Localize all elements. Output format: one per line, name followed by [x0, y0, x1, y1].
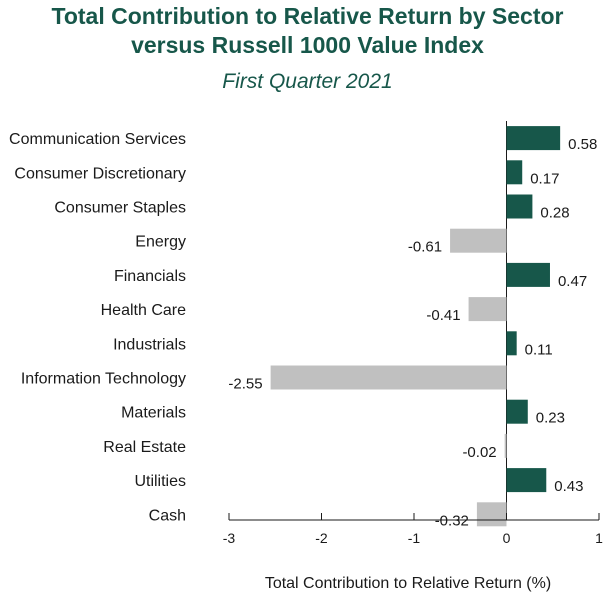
x-tick-label-3: -1 — [408, 530, 421, 546]
value-label-7: 0.11 — [525, 341, 553, 358]
bar-4 — [450, 228, 507, 253]
category-label-2: Consumer Discretionary — [14, 165, 186, 182]
bar-1 — [506, 126, 561, 151]
x-tick-label-4: 0 — [503, 530, 511, 546]
value-label-9: 0.23 — [536, 410, 565, 427]
category-label-8: Information Technology — [21, 371, 186, 388]
value-label-1: 0.58 — [568, 136, 597, 153]
category-label-7: Industrials — [113, 336, 186, 353]
x-axis-label: Total Contribution to Relative Return (%… — [265, 575, 551, 592]
bar-3 — [506, 194, 533, 219]
x-tick-label-2: -2 — [315, 530, 328, 546]
bar-7 — [506, 331, 517, 356]
category-label-10: Real Estate — [103, 439, 186, 456]
value-label-6: -0.41 — [426, 307, 460, 324]
bar-2 — [506, 160, 523, 185]
category-label-6: Health Care — [101, 302, 186, 319]
category-label-3: Consumer Staples — [54, 200, 186, 217]
bar-8 — [270, 365, 507, 390]
bar-10 — [504, 433, 507, 458]
value-label-5: 0.47 — [558, 273, 587, 290]
bar-12 — [476, 502, 507, 527]
bar-9 — [506, 399, 528, 424]
chart-title-line-2: versus Russell 1000 Value Index — [131, 32, 484, 58]
bar-5 — [506, 262, 550, 287]
value-label-4: -0.61 — [408, 239, 442, 256]
x-tick-label-5: 1 — [595, 530, 603, 546]
value-label-11: 0.43 — [554, 478, 583, 495]
value-label-10: -0.02 — [462, 444, 496, 461]
bar-6 — [468, 297, 507, 322]
category-label-12: Cash — [149, 507, 186, 524]
category-label-11: Utilities — [134, 473, 186, 490]
chart-subtitle: First Quarter 2021 — [222, 70, 393, 93]
category-label-1: Communication Services — [9, 131, 186, 148]
value-label-8: -2.55 — [228, 376, 262, 393]
value-label-3: 0.28 — [540, 205, 569, 222]
chart-title-line-1: Total Contribution to Relative Return by… — [51, 3, 564, 29]
bar-11 — [506, 468, 547, 493]
value-label-2: 0.17 — [530, 170, 559, 187]
value-label-12: -0.32 — [435, 512, 469, 529]
category-label-5: Financials — [114, 268, 186, 285]
category-label-9: Materials — [121, 405, 186, 422]
x-tick-label-1: -3 — [223, 530, 236, 546]
category-label-4: Energy — [135, 234, 186, 251]
